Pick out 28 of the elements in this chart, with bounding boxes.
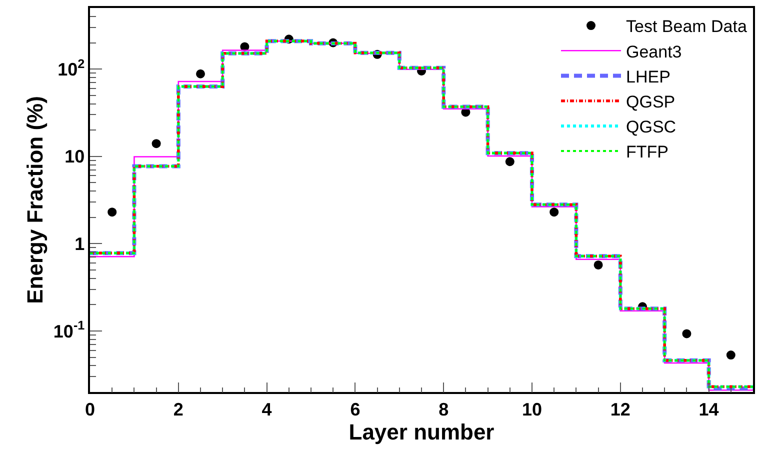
legend-label: FTFP xyxy=(626,142,668,162)
point xyxy=(682,329,692,338)
x-tick-label: 4 xyxy=(262,399,272,420)
y-tick-label: 10$^{2}$ xyxy=(58,56,85,80)
x-axis-title: Layer number xyxy=(348,419,495,444)
x-tick-label: 6 xyxy=(350,399,360,420)
x-tick-label: 12 xyxy=(610,399,630,420)
x-tick-label: 10 xyxy=(522,399,542,420)
point xyxy=(550,208,559,217)
point xyxy=(108,208,117,217)
x-tick-label: 8 xyxy=(438,399,449,420)
point xyxy=(726,350,736,360)
legend-label: LHEP xyxy=(626,67,670,86)
legend-label: QGSP xyxy=(626,92,676,112)
point xyxy=(196,69,205,78)
y-tick-label: 1 xyxy=(74,234,85,254)
x-tick-label: 14 xyxy=(698,399,719,420)
point xyxy=(505,157,514,166)
y-axis-title: Energy Fraction (%) xyxy=(22,96,48,304)
x-tick-label: 0 xyxy=(84,399,96,420)
legend-label: Test Beam Data xyxy=(626,17,748,36)
legend-label: QGSC xyxy=(626,118,676,137)
legend-label: Geant3 xyxy=(626,42,682,62)
y-tick-label: 10 xyxy=(64,146,85,167)
x-tick-label: 2 xyxy=(173,399,184,420)
point xyxy=(152,139,161,148)
point xyxy=(594,260,603,270)
y-tick-label: 10$^{-1}$ xyxy=(53,318,85,342)
